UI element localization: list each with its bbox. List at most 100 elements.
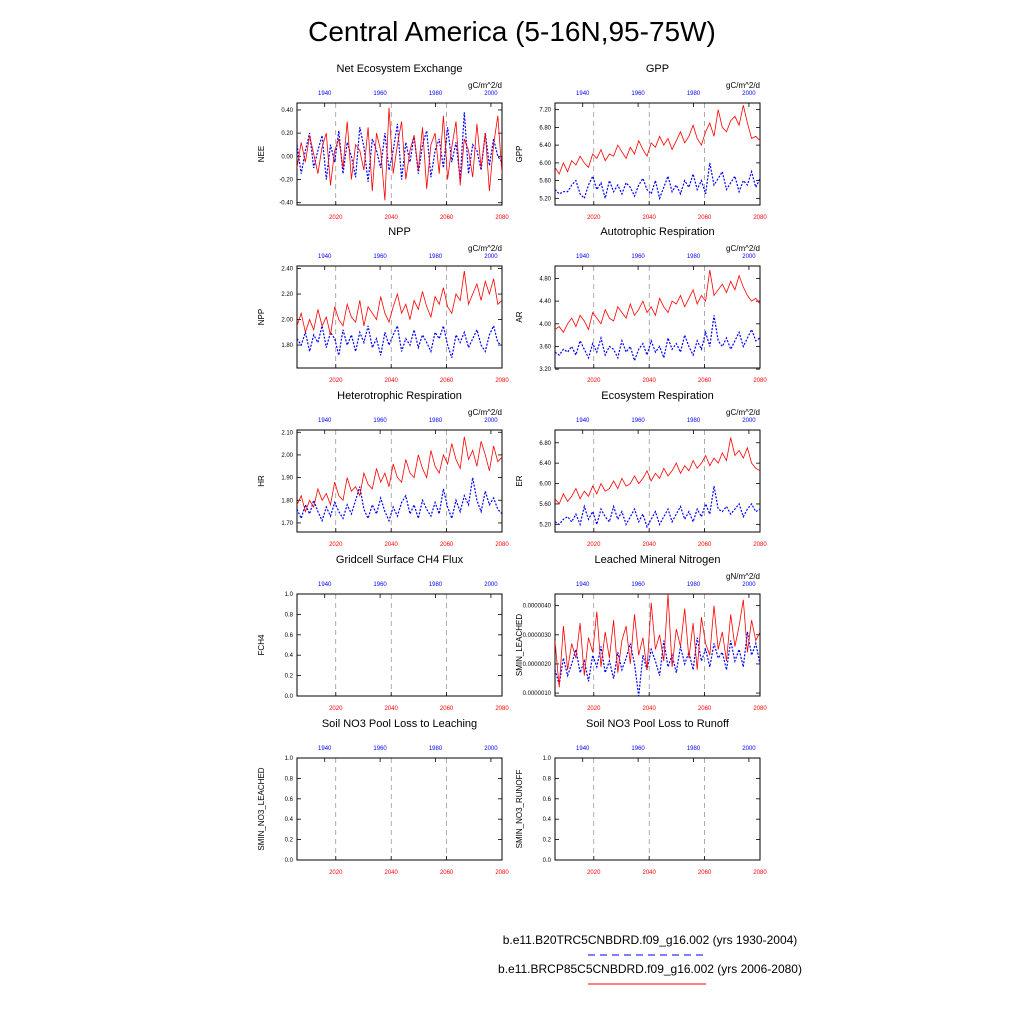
- x-tick-label-bottom: 2020: [587, 706, 601, 712]
- x-tick-label-top: 1980: [687, 418, 701, 424]
- y-tick-label: 2.00: [281, 318, 293, 324]
- y-tick-label: 2.00: [281, 453, 293, 459]
- y-tick-label: 6.00: [539, 161, 551, 167]
- y-tick-label: 0.2: [285, 838, 294, 844]
- y-tick-label: 1.70: [281, 521, 293, 527]
- panel-fch4: Gridcell Surface CH4 Flux FCH4 0.0 0.2 0.4 0.…: [257, 554, 509, 712]
- y-axis-label: ER: [515, 475, 524, 486]
- plot-frame: [296, 265, 503, 369]
- y-tick-label: 6.80: [539, 125, 551, 131]
- series-line-hist: [555, 631, 760, 696]
- figure-title: Central America (5-16N,95-75W): [308, 16, 716, 47]
- series-line-proj: [555, 269, 760, 334]
- plot-frame: [296, 429, 503, 533]
- x-tick-label-bottom: 2080: [753, 706, 767, 712]
- x-tick-label-top: 1960: [631, 254, 645, 260]
- x-tick-label-bottom: 2020: [329, 215, 343, 221]
- units-label: gN/m^2/d: [726, 572, 760, 581]
- x-tick-label-bottom: 2060: [440, 706, 454, 712]
- x-tick-label-bottom: 2080: [495, 215, 509, 221]
- x-tick-label-bottom: 2040: [643, 542, 657, 548]
- panel-ar: Autotrophic Respiration gC/m^2/d AR 3.20 3.6…: [515, 226, 767, 384]
- panel-title: Gridcell Surface CH4 Flux: [336, 554, 464, 566]
- y-tick-label: 0.4: [543, 817, 552, 823]
- panel-hr: Heterotrophic Respiration gC/m^2/d HR 1.70 1…: [257, 390, 509, 548]
- units-label: gC/m^2/d: [468, 244, 502, 253]
- x-tick-label-top: 1960: [373, 746, 387, 752]
- units-label: gC/m^2/d: [726, 244, 760, 253]
- y-tick-label: -0.40: [279, 201, 293, 207]
- x-tick-label-top: 1960: [631, 418, 645, 424]
- panel-nee: Net Ecosystem Exchange gC/m^2/d NEE -0.40 -0…: [257, 63, 509, 221]
- x-tick-label-top: 2000: [742, 91, 756, 97]
- x-tick-label-bottom: 2080: [753, 870, 767, 876]
- y-tick-label: 5.60: [539, 179, 551, 185]
- series-line-proj: [555, 437, 760, 505]
- y-tick-label: 2.40: [281, 267, 293, 273]
- y-tick-label: 6.00: [539, 482, 551, 488]
- plot-frame: [554, 757, 761, 861]
- y-tick-label: 0.8: [285, 612, 294, 618]
- x-tick-label-bottom: 2020: [587, 215, 601, 221]
- panels-container: Net Ecosystem Exchange gC/m^2/d NEE -0.40 -0…: [257, 63, 767, 876]
- x-tick-label-bottom: 2020: [329, 706, 343, 712]
- series-line-proj: [297, 436, 502, 513]
- x-tick-label-top: 2000: [484, 418, 498, 424]
- y-tick-label: 4.40: [539, 299, 551, 305]
- y-axis-label: SMIN_LEACHED: [515, 614, 524, 676]
- units-label: gC/m^2/d: [468, 81, 502, 90]
- y-tick-label: 5.20: [539, 522, 551, 528]
- series-line-hist: [555, 162, 760, 201]
- y-tick-label: 6.40: [539, 461, 551, 467]
- y-tick-label: 1.0: [285, 756, 294, 762]
- panel-smin-no3-runoff: Soil NO3 Pool Loss to Runoff SMIN_NO3_RUN…: [515, 718, 767, 876]
- units-label: gC/m^2/d: [726, 408, 760, 417]
- x-tick-label-bottom: 2060: [698, 870, 712, 876]
- x-tick-label-top: 1980: [429, 418, 443, 424]
- y-tick-label: 5.60: [539, 502, 551, 508]
- x-tick-label-top: 2000: [484, 746, 498, 752]
- legend-label-proj: b.e11.BRCP85C5CNBDRD.f09_g16.002 (yrs 20…: [498, 962, 802, 976]
- x-tick-label-top: 1980: [429, 254, 443, 260]
- x-tick-label-bottom: 2040: [385, 215, 399, 221]
- x-tick-label-bottom: 2060: [440, 378, 454, 384]
- x-tick-label-bottom: 2040: [643, 706, 657, 712]
- x-tick-label-top: 1960: [631, 582, 645, 588]
- legend: b.e11.B20TRC5CNBDRD.f09_g16.002 (yrs 193…: [498, 933, 802, 985]
- y-tick-label: 0.40: [281, 108, 293, 114]
- x-tick-label-bottom: 2020: [329, 378, 343, 384]
- x-tick-label-bottom: 2020: [329, 870, 343, 876]
- x-tick-label-top: 1940: [318, 746, 332, 752]
- y-tick-label: 5.20: [539, 196, 551, 202]
- y-tick-label: 0.4: [285, 653, 294, 659]
- x-tick-label-bottom: 2060: [440, 542, 454, 548]
- x-tick-label-top: 2000: [484, 582, 498, 588]
- x-tick-label-bottom: 2080: [753, 378, 767, 384]
- y-tick-label: 6.40: [539, 143, 551, 149]
- panel-npp: NPP gC/m^2/d NPP 1.80 2.00 2.20 2.40 2020 2040 20…: [257, 226, 509, 384]
- series-line-proj: [297, 271, 502, 335]
- x-tick-label-bottom: 2060: [698, 706, 712, 712]
- x-tick-label-top: 1940: [318, 254, 332, 260]
- y-tick-label: 1.0: [543, 756, 552, 762]
- y-tick-label: 0.2: [285, 674, 294, 680]
- y-axis-label: NPP: [257, 309, 266, 325]
- x-tick-label-top: 1960: [373, 582, 387, 588]
- x-tick-label-top: 1940: [576, 91, 590, 97]
- x-tick-label-top: 2000: [742, 582, 756, 588]
- x-tick-label-top: 1960: [373, 91, 387, 97]
- units-label: gC/m^2/d: [468, 408, 502, 417]
- y-tick-label: -0.20: [279, 178, 293, 184]
- x-tick-label-bottom: 2060: [440, 870, 454, 876]
- x-tick-label-bottom: 2020: [329, 542, 343, 548]
- plot-frame: [296, 593, 503, 697]
- y-tick-label: 0.8: [285, 776, 294, 782]
- x-tick-label-bottom: 2040: [385, 542, 399, 548]
- x-tick-label-bottom: 2080: [495, 870, 509, 876]
- y-axis-label: SMIN_NO3_LEACHED: [257, 767, 266, 850]
- series-line-proj: [555, 105, 760, 175]
- x-tick-label-top: 2000: [742, 746, 756, 752]
- y-tick-label: 3.20: [539, 367, 551, 373]
- panel-title: Soil NO3 Pool Loss to Runoff: [586, 718, 730, 730]
- plot-frame: [554, 593, 761, 697]
